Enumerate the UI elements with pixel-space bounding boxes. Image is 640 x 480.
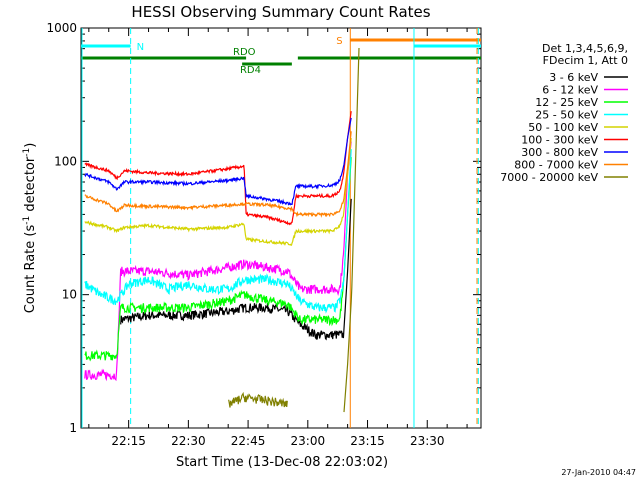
- x-axis: 22:15 22:30 22:45 23:00 23:15 23:30: [88, 28, 468, 448]
- legend-header-decimation: FDecim 1, Att 0: [543, 54, 628, 67]
- mode-flags: N S RDO RD4: [81, 28, 481, 428]
- x-axis-label: Start Time (13-Dec-08 22:03:02): [176, 455, 388, 470]
- legend-entry-label: 3 - 6 keV: [549, 71, 598, 84]
- flag-label: RDO: [233, 47, 256, 58]
- series-line: [228, 47, 360, 413]
- y-tick-label: 1: [69, 421, 77, 435]
- series-line: [120, 198, 352, 341]
- legend-entry-label: 100 - 300 keV: [521, 134, 598, 147]
- y-tick-label: 10: [62, 288, 77, 302]
- x-tick-label: 22:45: [231, 434, 266, 448]
- legend-header-detectors: Det 1,3,4,5,6,9,: [542, 42, 628, 55]
- x-tick-label: 22:30: [171, 434, 206, 448]
- y-axis: 1 10 100 1000: [46, 21, 481, 435]
- legend-entry-label: 25 - 50 keV: [535, 109, 598, 122]
- chart-title: HESSI Observing Summary Count Rates: [131, 3, 430, 21]
- x-tick-label: 22:15: [111, 434, 146, 448]
- flag-label: N: [137, 42, 144, 53]
- series-line: [84, 111, 352, 226]
- series-line: [84, 157, 352, 362]
- legend-entry-label: 800 - 7000 keV: [514, 159, 598, 172]
- x-tick-label: 23:00: [291, 434, 326, 448]
- flag-label: S: [336, 36, 342, 47]
- legend-entry-label: 6 - 12 keV: [542, 84, 598, 97]
- y-tick-label: 100: [54, 154, 77, 168]
- y-axis-label: Count Rate (s-1 detector-1): [22, 143, 38, 314]
- x-tick-label: 23:15: [350, 434, 385, 448]
- series-line: [84, 141, 352, 382]
- series-line: [84, 138, 352, 246]
- series-line: [84, 117, 352, 206]
- plot-frame: [80, 27, 482, 429]
- series-line: [84, 149, 352, 314]
- legend-entry-label: 300 - 800 keV: [521, 146, 598, 159]
- series-line: [84, 131, 352, 218]
- series-group: [84, 47, 360, 413]
- legend-entry-label: 7000 - 20000 keV: [500, 171, 598, 184]
- legend-entry-label: 50 - 100 keV: [528, 121, 598, 134]
- timestamp: 27-Jan-2010 04:47: [561, 468, 636, 477]
- x-tick-label: 23:30: [410, 434, 445, 448]
- flag-label: RD4: [240, 65, 261, 76]
- legend: Det 1,3,4,5,6,9, FDecim 1, Att 0 3 - 6 k…: [500, 42, 628, 184]
- legend-entry-label: 12 - 25 keV: [535, 96, 598, 109]
- y-tick-label: 1000: [46, 21, 77, 35]
